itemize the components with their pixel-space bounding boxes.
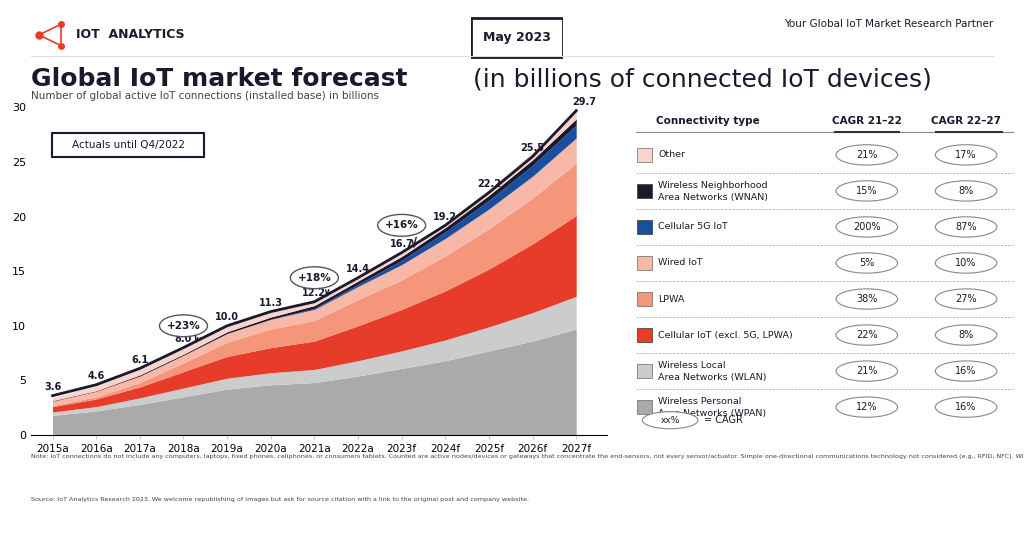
Text: 21%: 21% bbox=[856, 366, 878, 376]
Text: 16%: 16% bbox=[955, 366, 977, 376]
FancyBboxPatch shape bbox=[637, 220, 652, 234]
Ellipse shape bbox=[836, 397, 898, 417]
Ellipse shape bbox=[935, 145, 997, 165]
Ellipse shape bbox=[935, 397, 997, 417]
Text: 10.0: 10.0 bbox=[215, 312, 239, 322]
FancyBboxPatch shape bbox=[637, 256, 652, 270]
Text: 8%: 8% bbox=[958, 330, 974, 340]
Text: Cellular IoT (excl. 5G, LPWA): Cellular IoT (excl. 5G, LPWA) bbox=[658, 331, 793, 339]
Ellipse shape bbox=[836, 145, 898, 165]
Text: Wired IoT: Wired IoT bbox=[658, 258, 702, 267]
Text: = CAGR: = CAGR bbox=[703, 415, 742, 425]
Text: 14.4: 14.4 bbox=[346, 264, 370, 274]
Text: 200%: 200% bbox=[853, 222, 881, 232]
Text: LPWA: LPWA bbox=[658, 294, 685, 303]
Text: 15%: 15% bbox=[856, 186, 878, 196]
Text: 12%: 12% bbox=[856, 402, 878, 412]
Text: CAGR 21–22: CAGR 21–22 bbox=[831, 115, 902, 126]
Ellipse shape bbox=[836, 289, 898, 309]
Text: 8.0: 8.0 bbox=[175, 334, 193, 344]
Text: 12.2: 12.2 bbox=[302, 288, 327, 298]
Text: Source: IoT Analytics Research 2023. We welcome republishing of images but ask f: Source: IoT Analytics Research 2023. We … bbox=[31, 497, 528, 502]
Text: 22%: 22% bbox=[856, 330, 878, 340]
Text: 87%: 87% bbox=[955, 222, 977, 232]
Ellipse shape bbox=[935, 217, 997, 237]
Ellipse shape bbox=[836, 253, 898, 273]
Text: 29.7: 29.7 bbox=[571, 97, 596, 107]
Text: xx%: xx% bbox=[660, 416, 680, 425]
Text: 38%: 38% bbox=[856, 294, 878, 304]
Text: Actuals until Q4/2022: Actuals until Q4/2022 bbox=[72, 140, 184, 149]
Ellipse shape bbox=[935, 289, 997, 309]
Ellipse shape bbox=[378, 214, 426, 236]
Text: 3.6: 3.6 bbox=[44, 382, 61, 392]
FancyBboxPatch shape bbox=[637, 148, 652, 162]
Ellipse shape bbox=[291, 267, 338, 289]
FancyBboxPatch shape bbox=[51, 133, 205, 156]
Ellipse shape bbox=[935, 361, 997, 381]
Text: +18%: +18% bbox=[298, 273, 331, 283]
Text: 6.1: 6.1 bbox=[131, 354, 148, 365]
Ellipse shape bbox=[836, 361, 898, 381]
Text: 5%: 5% bbox=[859, 258, 874, 268]
Text: Other: Other bbox=[658, 150, 685, 159]
Text: 10%: 10% bbox=[955, 258, 977, 268]
FancyBboxPatch shape bbox=[637, 184, 652, 198]
Text: 25.5: 25.5 bbox=[520, 143, 545, 153]
Text: 21%: 21% bbox=[856, 150, 878, 160]
Text: Connectivity type: Connectivity type bbox=[656, 115, 760, 126]
Ellipse shape bbox=[836, 217, 898, 237]
Ellipse shape bbox=[935, 253, 997, 273]
Text: Note: IoT connections do not include any computers, laptops, fixed phones, cellp: Note: IoT connections do not include any… bbox=[31, 454, 1024, 459]
Ellipse shape bbox=[642, 412, 698, 429]
Text: 4.6: 4.6 bbox=[88, 371, 104, 381]
FancyBboxPatch shape bbox=[637, 400, 652, 415]
Ellipse shape bbox=[836, 325, 898, 345]
Text: Wireless Personal: Wireless Personal bbox=[658, 397, 741, 407]
Ellipse shape bbox=[160, 315, 208, 337]
Text: Area Networks (WLAN): Area Networks (WLAN) bbox=[658, 373, 767, 382]
FancyBboxPatch shape bbox=[637, 328, 652, 343]
Ellipse shape bbox=[935, 325, 997, 345]
FancyBboxPatch shape bbox=[637, 292, 652, 307]
FancyBboxPatch shape bbox=[637, 364, 652, 379]
Text: 8%: 8% bbox=[958, 186, 974, 196]
Text: 22.2: 22.2 bbox=[477, 179, 501, 188]
Text: Area Networks (WNAN): Area Networks (WNAN) bbox=[658, 193, 768, 202]
Ellipse shape bbox=[935, 181, 997, 201]
Text: 11.3: 11.3 bbox=[259, 297, 283, 308]
Text: May 2023: May 2023 bbox=[483, 31, 551, 44]
Text: CAGR 22–27: CAGR 22–27 bbox=[931, 115, 1001, 126]
Text: 17%: 17% bbox=[955, 150, 977, 160]
Text: Global IoT market forecast: Global IoT market forecast bbox=[31, 67, 408, 91]
Text: Your Global IoT Market Research Partner: Your Global IoT Market Research Partner bbox=[784, 19, 993, 29]
FancyBboxPatch shape bbox=[471, 18, 563, 57]
Text: 19.2: 19.2 bbox=[433, 212, 458, 221]
Text: 16.7: 16.7 bbox=[390, 239, 414, 249]
Text: 27%: 27% bbox=[955, 294, 977, 304]
Text: Cellular 5G IoT: Cellular 5G IoT bbox=[658, 222, 728, 231]
Text: Wireless Neighborhood: Wireless Neighborhood bbox=[658, 181, 768, 190]
Text: Area Networks (WPAN): Area Networks (WPAN) bbox=[658, 409, 766, 418]
Text: (in billions of connected IoT devices): (in billions of connected IoT devices) bbox=[465, 67, 932, 91]
Text: IOT  ANALYTICS: IOT ANALYTICS bbox=[76, 28, 184, 41]
Text: +16%: +16% bbox=[385, 220, 419, 230]
Text: +23%: +23% bbox=[167, 321, 201, 331]
Text: Number of global active IoT connections (installed base) in billions: Number of global active IoT connections … bbox=[31, 91, 379, 101]
Text: Wireless Local: Wireless Local bbox=[658, 361, 726, 371]
Ellipse shape bbox=[836, 181, 898, 201]
Text: 16%: 16% bbox=[955, 402, 977, 412]
